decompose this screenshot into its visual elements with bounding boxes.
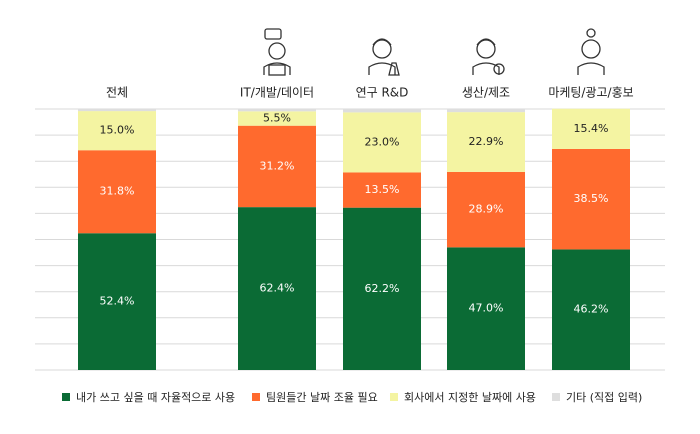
legend-label: 내가 쓰고 싶을 때 자율적으로 사용 xyxy=(76,391,235,404)
value-label: 31.8% xyxy=(100,185,135,198)
bar-segment xyxy=(238,207,316,370)
bar-segment xyxy=(552,249,630,370)
bar-segment xyxy=(447,112,525,172)
icon-marketing xyxy=(577,28,605,75)
legend-swatch xyxy=(552,393,560,401)
bar-segment xyxy=(552,148,630,250)
legend-swatch xyxy=(62,393,70,401)
bar-segment xyxy=(238,109,316,112)
bar-segment xyxy=(238,125,316,208)
icon-it xyxy=(263,28,291,76)
x-tick-label: 마케팅/광고/홍보 xyxy=(548,86,633,100)
value-label: 47.0% xyxy=(469,302,504,315)
legend-label: 팀원들간 날짜 조율 필요 xyxy=(266,391,378,404)
legend-label: 회사에서 지정한 날짜에 사용 xyxy=(404,391,536,404)
x-tick-label: 연구 R&D xyxy=(356,86,409,100)
bar-segment xyxy=(343,172,421,208)
value-label: 28.9% xyxy=(469,203,504,216)
bar-segment xyxy=(343,207,421,370)
value-label: 15.0% xyxy=(100,124,135,137)
bar-segment xyxy=(78,109,156,112)
value-label: 52.4% xyxy=(100,295,135,308)
value-label: 46.2% xyxy=(574,303,609,316)
icon-manufacturing xyxy=(472,38,505,75)
value-label: 31.2% xyxy=(260,159,295,172)
bar-segment xyxy=(78,150,156,234)
value-label: 62.2% xyxy=(365,282,400,295)
legend-swatch xyxy=(390,393,398,401)
x-tick-label: 생산/제조 xyxy=(462,86,510,100)
bar-segment xyxy=(343,112,421,173)
legend-swatch xyxy=(252,393,260,401)
legend-label: 기타 (직접 입력) xyxy=(566,391,642,404)
value-label: 13.5% xyxy=(365,183,400,196)
x-tick-label: IT/개발/데이터 xyxy=(240,86,314,100)
value-label: 62.4% xyxy=(260,282,295,295)
bar-segment xyxy=(78,111,156,151)
icon-rnd xyxy=(368,38,400,76)
bar-segment xyxy=(447,109,525,113)
bar-segment xyxy=(343,109,421,113)
bar-segment xyxy=(78,233,156,370)
x-tick-label: 전체 xyxy=(106,86,128,100)
value-label: 22.9% xyxy=(469,135,504,148)
value-label: 23.0% xyxy=(365,135,400,148)
bar-segment xyxy=(552,108,630,149)
bar-segment xyxy=(447,171,525,248)
value-label: 38.5% xyxy=(574,192,609,205)
bar-segment xyxy=(238,111,316,126)
value-label: 5.5% xyxy=(263,112,291,125)
bar-segment xyxy=(447,247,525,370)
value-label: 15.4% xyxy=(574,122,609,135)
